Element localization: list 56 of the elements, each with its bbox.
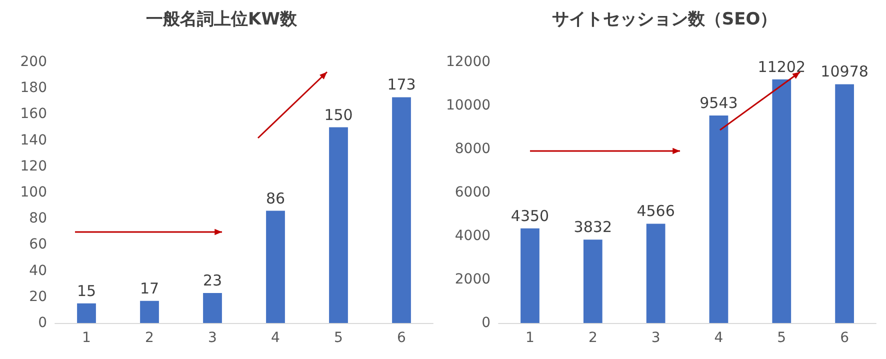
x-tick-label: 3 bbox=[651, 330, 660, 346]
y-tick-label: 160 bbox=[20, 106, 47, 122]
x-tick-label: 5 bbox=[777, 330, 786, 346]
bar bbox=[140, 300, 159, 323]
y-tick-label: 80 bbox=[29, 210, 47, 227]
data-label: 173 bbox=[387, 76, 416, 94]
bar bbox=[520, 228, 540, 323]
bar bbox=[329, 127, 348, 323]
data-label: 4566 bbox=[636, 202, 675, 220]
data-label: 9543 bbox=[700, 94, 738, 112]
bar bbox=[392, 97, 411, 323]
x-tick-label: 5 bbox=[334, 330, 343, 346]
x-tick-label: 6 bbox=[397, 330, 406, 346]
data-label: 11202 bbox=[758, 58, 806, 76]
y-tick-label: 20 bbox=[29, 288, 47, 305]
bar bbox=[646, 224, 666, 323]
bar bbox=[266, 210, 285, 323]
data-label: 3832 bbox=[574, 218, 612, 236]
chart-title: サイトセッション数（SEO） bbox=[552, 10, 778, 30]
y-tick-label: 0 bbox=[482, 315, 491, 331]
y-tick-label: 8000 bbox=[454, 141, 491, 157]
x-tick-label: 1 bbox=[82, 330, 91, 346]
chart-title: 一般名詞上位KW数 bbox=[146, 10, 298, 30]
y-tick-label: 4000 bbox=[454, 228, 491, 244]
x-tick-label: 3 bbox=[208, 330, 217, 346]
data-label: 10978 bbox=[820, 62, 868, 81]
y-tick-label: 2000 bbox=[454, 272, 491, 288]
y-tick-label: 12000 bbox=[446, 54, 491, 70]
data-label: 150 bbox=[324, 106, 353, 124]
x-tick-label: 4 bbox=[714, 330, 724, 346]
x-tick-label: 6 bbox=[840, 330, 850, 346]
data-label: 23 bbox=[202, 271, 222, 290]
y-tick-label: 10000 bbox=[446, 98, 491, 114]
data-label: 17 bbox=[140, 279, 160, 298]
y-tick-label: 0 bbox=[38, 315, 47, 331]
y-tick-label: 6000 bbox=[454, 184, 491, 200]
x-tick-label: 1 bbox=[526, 330, 534, 346]
y-tick-label: 60 bbox=[29, 236, 47, 253]
bar bbox=[203, 292, 222, 323]
x-tick-label: 4 bbox=[271, 330, 280, 346]
data-label: 4350 bbox=[510, 206, 550, 225]
bar bbox=[772, 79, 792, 323]
bar bbox=[835, 84, 854, 323]
y-tick-label: 100 bbox=[20, 184, 47, 200]
x-tick-label: 2 bbox=[145, 330, 154, 346]
data-label: 86 bbox=[266, 189, 286, 208]
y-tick-label: 180 bbox=[20, 80, 47, 96]
y-tick-label: 140 bbox=[20, 132, 47, 148]
data-label: 15 bbox=[76, 282, 96, 300]
y-tick-label: 200 bbox=[20, 54, 47, 70]
bar bbox=[709, 115, 728, 323]
y-tick-label: 120 bbox=[20, 158, 47, 174]
x-tick-label: 2 bbox=[588, 330, 598, 346]
bar bbox=[583, 240, 602, 323]
y-tick-label: 40 bbox=[29, 262, 47, 279]
bar bbox=[77, 303, 96, 323]
